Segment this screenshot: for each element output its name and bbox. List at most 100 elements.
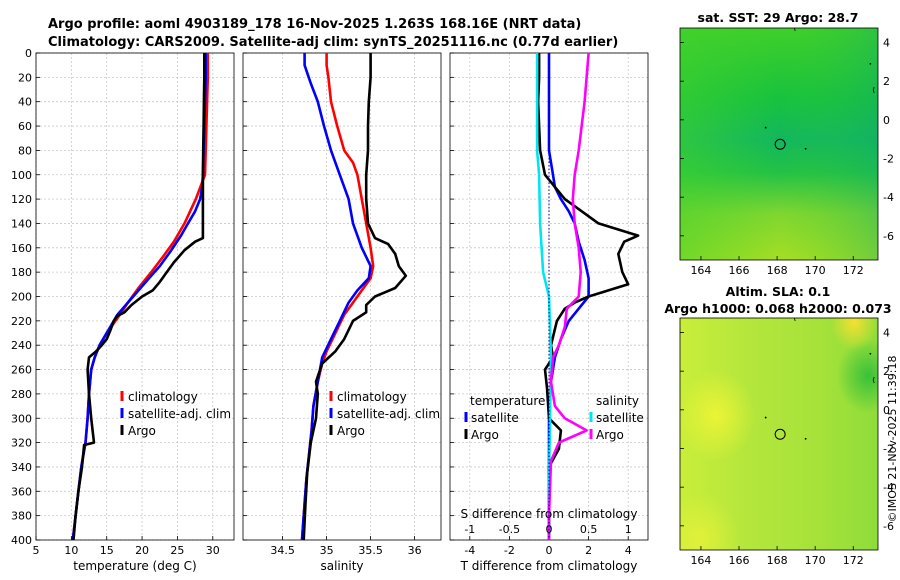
island-outline [793,317,796,322]
island-outline [872,86,875,94]
island-dot [764,126,767,129]
island-dot [869,62,872,65]
island-dot [804,437,807,440]
temp-xlabel: temperature (deg C) [73,559,196,573]
sst-map-frame [679,27,879,261]
sst-map-title: sat. SST: 29 Argo: 28.7 [698,10,859,25]
x-tick-label: 166 [729,264,750,277]
x-tick-label: 168 [767,264,788,277]
y-tick-label: 160 [11,242,32,255]
sla_map-axes: 164 166 168 170 172 4 2 0 -2 -4 -6 [680,317,894,567]
x-tick-label: 170 [805,264,826,277]
x-tick-label: 35 [320,544,334,557]
y-tick-label: -2 [883,443,894,456]
y-tick-label: 60 [18,120,32,133]
y-tick-label: 80 [18,144,32,157]
legend-label: Argo [471,428,499,442]
y-tick-label: 360 [11,485,32,498]
series-line-s-satellite [535,53,553,540]
y-tick-label: -4 [883,481,894,494]
y-tick-label: 20 [18,71,32,84]
y-tick-label: 0 [25,47,32,60]
s-tick-label: 0 [546,523,553,536]
legend-label: satellite [596,411,644,425]
x-tick-label: 0 [546,544,553,557]
y-tick-label: 260 [11,364,32,377]
s-tick-label: 0.5 [580,523,598,536]
legend-label: climatology [337,390,407,404]
y-tick-label: 340 [11,461,32,474]
y-tick-label: 4 [883,37,890,50]
temp-plot: 5 10 15 20 25 3002040608010012014016018020022… [11,47,235,573]
y-tick-label: 220 [11,315,32,328]
y-tick-label: 300 [11,412,32,425]
legend-label: satellite [471,411,519,425]
x-tick-label: 15 [100,544,114,557]
float-position-marker [774,138,786,150]
y-tick-label: 200 [11,291,32,304]
y-tick-label: 380 [11,510,32,523]
legend-salinity-title: salinity [596,394,639,408]
x-tick-label: -4 [464,544,475,557]
s-tick-label: -0.5 [499,523,520,536]
x-tick-label: 172 [843,264,864,277]
y-tick-label: 120 [11,193,32,206]
x-tick-label: 5 [33,544,40,557]
x-tick-label: 34.5 [270,544,295,557]
series-line-s-argo [547,52,590,540]
x-tick-label: 30 [206,544,220,557]
island-outline [872,376,875,384]
sst-map-field-overlay [680,28,878,260]
series-line-t-argo [536,53,640,540]
sla-map-frame [679,317,879,551]
y-tick-label: -4 [883,191,894,204]
x-tick-label: 2 [585,544,592,557]
y-tick-label: 4 [883,327,890,340]
s-tick-label: 1 [625,523,632,536]
y-tick-label: 40 [18,96,32,109]
island-outline [793,27,796,32]
sal-xlabel: salinity [320,559,363,573]
island-dot [804,147,807,150]
diff-plot: -4 -2 0 2 4 T difference from climatology -1 -0… [449,52,649,573]
legend-label: Argo [128,424,156,438]
x-tick-label: 10 [64,544,78,557]
series-line-satellite-adj-clim [300,53,372,541]
x-tick-label: 4 [625,544,632,557]
y-tick-label: -6 [883,520,894,533]
legend-label: climatology [128,390,198,404]
x-tick-label: -2 [504,544,515,557]
y-tick-label: 0 [883,114,890,127]
legend-label: Argo [337,424,365,438]
s-tick-label: -1 [464,523,475,536]
x-tick-label: 170 [805,554,826,567]
x-tick-label: 164 [690,554,711,567]
island-dot [869,352,872,355]
series-line-argo [302,53,408,541]
y-tick-label: 400 [11,534,32,547]
sal-plot: 34.5 35 35.5 36 salinity climatology satellite… [242,52,442,573]
legend-label: Argo [596,428,624,442]
x-tick-label: 166 [729,554,750,567]
island-dot [764,416,767,419]
sla-map-title-line1: Altim. SLA: 0.1 [726,284,831,299]
y-tick-label: -2 [883,153,894,166]
legend-label: satellite-adj. clim [128,407,231,421]
y-tick-label: 140 [11,217,32,230]
series-line-argo [72,53,206,541]
y-tick-label: 2 [883,75,890,88]
sla-map-title-line2: Argo h1000: 0.068 h2000: 0.073 [664,301,891,316]
x-tick-label: 164 [690,264,711,277]
sst-map [679,27,879,261]
legend-temperature-title: temperature [470,394,545,408]
sla-map [679,317,879,551]
main-title-line1: Argo profile: aoml 4903189_178 16-Nov-20… [48,17,581,32]
y-tick-label: -6 [883,230,894,243]
x-tick-label: 168 [767,554,788,567]
legend-label: satellite-adj. clim [337,407,440,421]
x-tick-label: 25 [170,544,184,557]
sla-map-patch-south [680,318,878,550]
watermark: ©IMOS 21-Nov-2025 11:39:18 [886,356,899,523]
y-tick-label: 180 [11,266,32,279]
